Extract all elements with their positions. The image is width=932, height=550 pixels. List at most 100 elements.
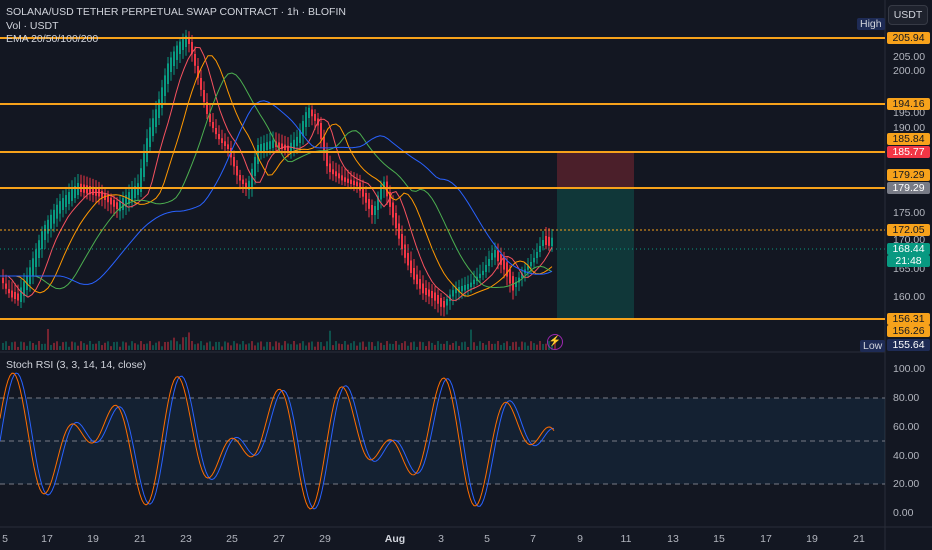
candle-body <box>257 144 259 164</box>
candle-body <box>431 291 433 299</box>
candle-body <box>374 206 376 215</box>
volume-bar <box>527 345 529 350</box>
volume-bar <box>74 342 76 350</box>
candle-body <box>38 240 40 258</box>
volume-bar <box>539 341 541 350</box>
volume-bar <box>215 341 217 350</box>
candle-body <box>245 182 247 187</box>
candle-body <box>131 189 133 201</box>
candle-body <box>164 75 166 96</box>
volume-bar <box>305 345 307 350</box>
volume-bar <box>236 343 238 350</box>
volume-bar <box>542 344 544 350</box>
candle-body <box>122 198 124 210</box>
price-badge: 155.64 <box>887 339 930 351</box>
volume-bar <box>395 341 397 350</box>
volume-bar <box>245 344 247 350</box>
ema-legend[interactable]: EMA 20/50/100/200 <box>6 33 99 45</box>
candle-body <box>5 283 7 289</box>
candle-body <box>467 284 469 290</box>
volume-bar <box>404 341 406 350</box>
volume-bar <box>500 344 502 350</box>
volume-bar <box>53 342 55 350</box>
price-badge: 156.31 <box>887 313 930 325</box>
currency-button[interactable]: USDT <box>888 5 928 25</box>
volume-bar <box>302 341 304 350</box>
candle-body <box>425 288 427 295</box>
candle-body <box>281 143 283 149</box>
volume-bar <box>494 343 496 350</box>
volume-bar <box>503 342 505 350</box>
candle-body <box>20 287 22 302</box>
volume-legend[interactable]: Vol · USDT <box>6 20 59 32</box>
volume-bar <box>383 345 385 350</box>
candle-body <box>416 274 418 285</box>
volume-bar <box>509 346 511 350</box>
candle-body <box>302 121 304 136</box>
volume-bar <box>20 341 22 350</box>
volume-bar <box>536 344 538 350</box>
price-badge: 172.05 <box>887 224 930 236</box>
candle-body <box>452 290 454 297</box>
stoch-rsi-legend[interactable]: Stoch RSI (3, 3, 14, 14, close) <box>6 359 147 371</box>
candle-body <box>203 90 205 102</box>
volume-bar <box>347 344 349 350</box>
rsi-tick: 0.00 <box>893 507 914 519</box>
volume-bar <box>92 344 94 350</box>
candle-body <box>308 107 310 118</box>
candle-body <box>371 205 373 215</box>
candle-body <box>287 145 289 151</box>
candle-body <box>485 264 487 272</box>
volume-bar <box>371 342 373 350</box>
take-profit-zone <box>557 187 634 318</box>
candle-body <box>11 290 13 298</box>
ema-100-line <box>0 72 553 290</box>
candle-body <box>305 112 307 127</box>
rsi-tick: 100.00 <box>893 363 926 375</box>
candle-body <box>536 251 538 258</box>
price-tick: 200.00 <box>893 65 926 77</box>
candle-body <box>329 163 331 173</box>
volume-bar <box>446 341 448 350</box>
volume-bar <box>401 343 403 350</box>
volume-bar <box>239 344 241 350</box>
volume-bar <box>458 345 460 350</box>
candle-body <box>62 198 64 210</box>
candle-body <box>434 292 436 301</box>
candle-body <box>134 186 136 198</box>
ema-50-line <box>0 55 553 297</box>
candle-body <box>311 109 313 117</box>
lightning-icon[interactable]: ⚡ <box>547 334 563 350</box>
volume-bar <box>524 342 526 350</box>
candle-body <box>533 257 535 263</box>
volume-bar <box>497 341 499 350</box>
candle-body <box>161 87 163 108</box>
volume-bar <box>116 341 118 350</box>
volume-bar <box>413 341 415 350</box>
time-tick: 19 <box>806 533 818 545</box>
candle-body <box>47 219 49 234</box>
symbol-title[interactable]: SOLANA/USD TETHER PERPETUAL SWAP CONTRAC… <box>6 6 346 18</box>
candle-body <box>242 179 244 184</box>
volume-bar <box>29 341 31 350</box>
candle-body <box>410 260 412 274</box>
stoch-k-line <box>0 372 555 510</box>
volume-bar <box>479 341 481 350</box>
volume-bar <box>128 345 130 350</box>
volume-bar <box>389 343 391 350</box>
volume-bar <box>113 342 115 350</box>
candle-body <box>518 277 520 283</box>
candle-body <box>494 250 496 258</box>
volume-bar <box>242 341 244 350</box>
candle-body <box>221 138 223 143</box>
candle-body <box>86 185 88 194</box>
candle-body <box>332 169 334 175</box>
price-tick: 205.00 <box>893 51 926 63</box>
price-tick: 190.00 <box>893 122 926 134</box>
candle-body <box>23 281 25 296</box>
volume-bar <box>140 341 142 350</box>
volume-bar <box>407 345 409 350</box>
candle-body <box>68 192 70 204</box>
candle-body <box>77 183 79 195</box>
